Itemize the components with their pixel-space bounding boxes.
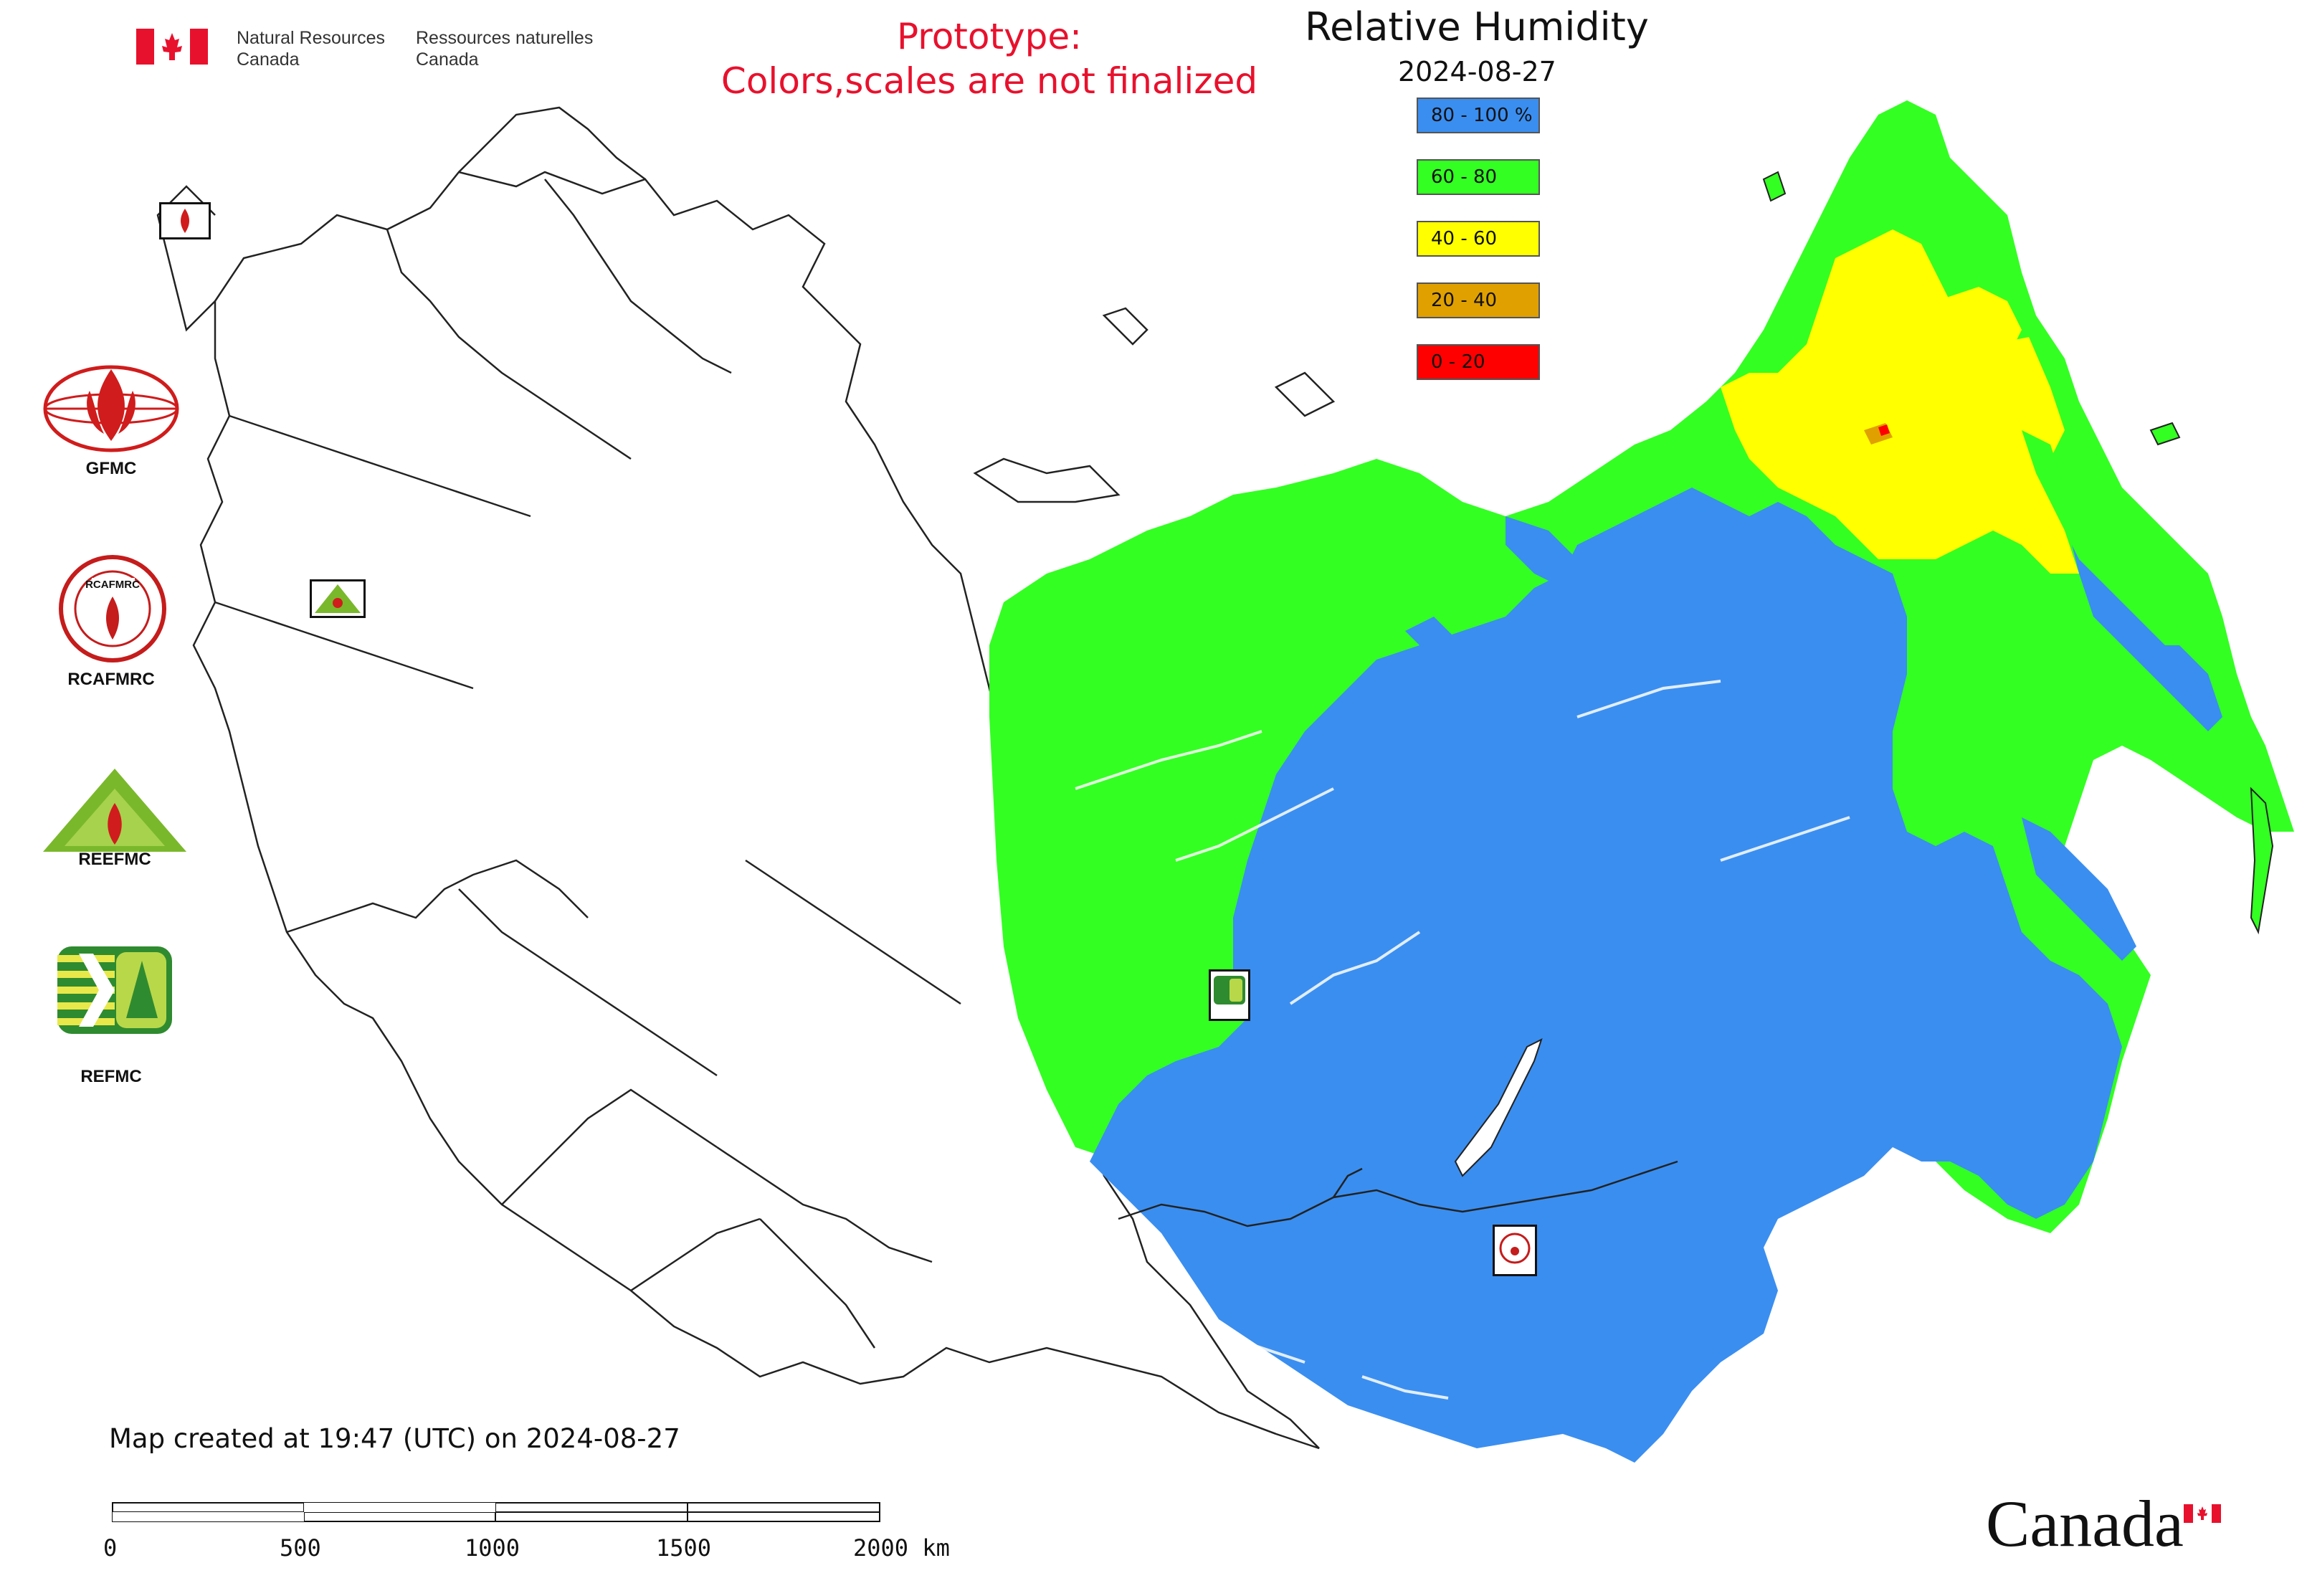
rcafmrc-label: RCAFMRC <box>67 670 155 689</box>
gfmc-logo-icon <box>39 362 183 455</box>
prototype-notice: Prototype: Colors,scales are not finaliz… <box>720 16 1258 102</box>
canada-wordmark: Canada <box>1986 1487 2184 1560</box>
country-outlines-west <box>156 106 1320 1450</box>
humidity-fill <box>989 100 2294 1463</box>
region-yellow <box>1721 229 2079 574</box>
rcafmrc-logo-icon: RCAFMRC <box>57 554 168 665</box>
refmc-logo-icon <box>57 946 172 1034</box>
dept-name-fr: Ressources naturelles Canada <box>416 28 594 70</box>
legend-item-60-80: 60 - 80 <box>1417 159 1540 195</box>
refmc-label: REFMC <box>80 1067 142 1086</box>
legend-item-40-60: 40 - 60 <box>1417 221 1540 257</box>
map-title: Relative Humidity <box>1305 4 1649 49</box>
svg-text:RCAFMRC: RCAFMRC <box>85 579 140 591</box>
scale-label-0: 0 <box>103 1534 118 1562</box>
reefmc-logo-icon: REEFMC <box>39 767 190 869</box>
refmc-marker-icon <box>1209 969 1250 1021</box>
region-blue <box>1090 488 2122 1463</box>
dept-name-en: Natural Resources Canada <box>237 28 386 70</box>
river-gaps <box>1075 680 1850 1400</box>
scale-label-1500: 1500 <box>656 1534 712 1562</box>
legend-item-80-100: 80 - 100 % <box>1417 98 1540 133</box>
legend: 80 - 100 % 60 - 80 40 - 60 20 - 40 0 - 2… <box>1417 98 1546 384</box>
scale-label-1000: 1000 <box>465 1534 520 1562</box>
lake-baikal <box>1454 1038 1543 1177</box>
scale-bar <box>112 1502 880 1524</box>
scale-label-2000: 2000 km <box>853 1534 950 1562</box>
map-date: 2024-08-27 <box>1398 56 1556 87</box>
gfmc-marker-icon <box>159 202 211 239</box>
arctic-islands-west <box>973 307 1336 503</box>
reefmc-marker-icon <box>310 579 366 618</box>
canada-flag-icon <box>136 29 208 65</box>
gfmc-label: GFMC <box>85 459 137 478</box>
legend-item-0-20: 0 - 20 <box>1417 344 1540 380</box>
map-created-note: Map created at 19:47 (UTC) on 2024-08-27 <box>109 1423 680 1454</box>
rcafmrc-marker-icon <box>1493 1225 1537 1276</box>
islands-east <box>1762 171 2274 935</box>
scale-label-500: 500 <box>280 1534 321 1562</box>
legend-item-20-40: 20 - 40 <box>1417 282 1540 318</box>
svg-text:REEFMC: REEFMC <box>78 850 151 868</box>
southern-borders <box>1118 1160 1678 1227</box>
canada-wordmark-flag-icon <box>2184 1504 2221 1523</box>
